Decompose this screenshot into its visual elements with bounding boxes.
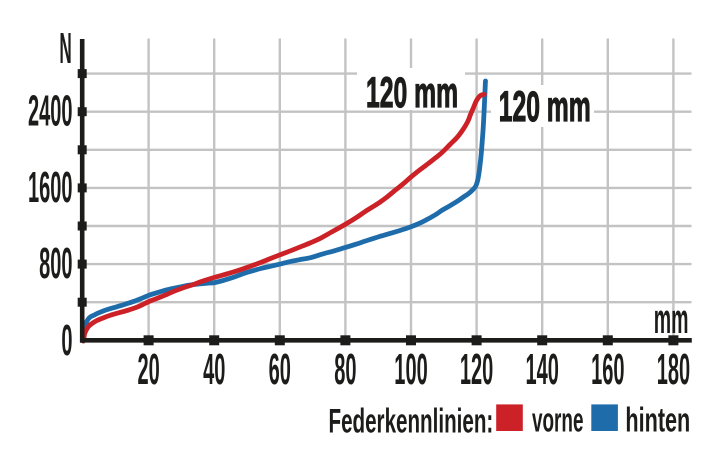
svg-text:120 mm: 120 mm <box>499 83 591 131</box>
svg-text:40: 40 <box>203 346 225 395</box>
svg-text:N: N <box>59 25 71 74</box>
svg-text:mm: mm <box>654 295 689 342</box>
svg-text:60: 60 <box>269 346 291 395</box>
svg-text:vorne: vorne <box>532 400 583 438</box>
svg-text:80: 80 <box>334 346 356 395</box>
svg-text:100: 100 <box>394 346 427 395</box>
svg-text:2400: 2400 <box>28 87 73 136</box>
svg-text:160: 160 <box>591 346 624 395</box>
svg-text:hinten: hinten <box>625 402 690 440</box>
svg-text:180: 180 <box>657 346 690 395</box>
svg-text:Federkennlinien:: Federkennlinien: <box>329 402 494 441</box>
svg-text:120 mm: 120 mm <box>366 69 458 117</box>
svg-text:800: 800 <box>39 239 72 288</box>
svg-text:20: 20 <box>137 346 159 395</box>
svg-text:120: 120 <box>460 346 493 395</box>
svg-text:0: 0 <box>61 316 72 365</box>
svg-text:140: 140 <box>526 346 559 395</box>
svg-text:1600: 1600 <box>28 163 73 212</box>
